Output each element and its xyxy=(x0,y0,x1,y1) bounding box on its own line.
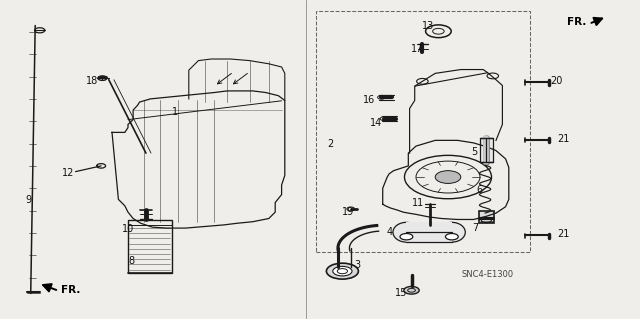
Text: 9: 9 xyxy=(26,195,32,205)
Circle shape xyxy=(326,263,358,279)
Text: FR.: FR. xyxy=(61,285,80,295)
Ellipse shape xyxy=(393,222,420,242)
Bar xyxy=(479,211,494,223)
Circle shape xyxy=(333,266,352,276)
Text: 4: 4 xyxy=(387,227,393,237)
Text: 15: 15 xyxy=(395,288,407,298)
Text: 5: 5 xyxy=(471,146,477,157)
Text: 13: 13 xyxy=(422,21,435,31)
Text: 3: 3 xyxy=(354,260,360,271)
Text: 1: 1 xyxy=(172,107,178,117)
Text: 7: 7 xyxy=(472,223,479,233)
Text: 11: 11 xyxy=(412,197,424,208)
Ellipse shape xyxy=(438,222,465,242)
Circle shape xyxy=(445,234,458,240)
Text: 12: 12 xyxy=(62,168,74,178)
Text: 17: 17 xyxy=(411,44,423,55)
Text: SNC4-E1300: SNC4-E1300 xyxy=(461,271,514,279)
Text: 10: 10 xyxy=(122,224,134,234)
Text: 21: 21 xyxy=(557,134,569,144)
Circle shape xyxy=(400,234,413,240)
Circle shape xyxy=(435,171,461,183)
Text: 2: 2 xyxy=(328,139,334,149)
Bar xyxy=(480,138,493,162)
Bar xyxy=(128,220,172,273)
Circle shape xyxy=(404,286,419,294)
Text: 8: 8 xyxy=(128,256,134,266)
Bar xyxy=(406,222,452,242)
Text: 19: 19 xyxy=(342,207,354,217)
Text: 6: 6 xyxy=(476,185,483,195)
Text: 16: 16 xyxy=(363,95,375,106)
Text: 14: 14 xyxy=(370,118,382,128)
Text: 21: 21 xyxy=(557,229,569,240)
Text: FR.: FR. xyxy=(567,17,586,27)
Bar xyxy=(316,11,530,252)
Text: 18: 18 xyxy=(86,76,99,86)
Text: 20: 20 xyxy=(550,76,563,86)
